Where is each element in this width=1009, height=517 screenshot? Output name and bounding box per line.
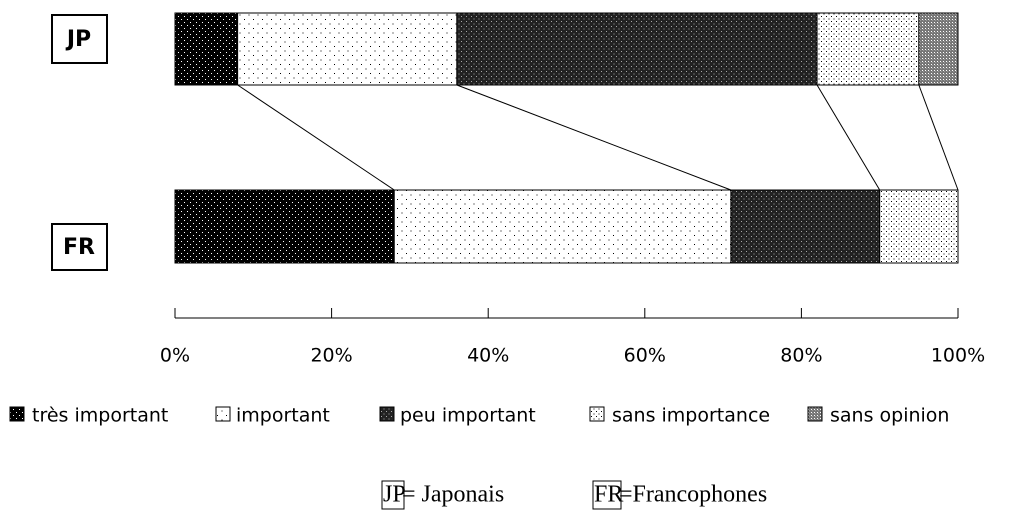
legend-swatch	[215, 406, 231, 422]
footnote-box	[592, 480, 622, 510]
bar-segment	[237, 12, 458, 86]
connector	[237, 84, 395, 191]
bar-segment	[730, 189, 881, 264]
x-tick-label: 0%	[160, 345, 190, 367]
bar-segment	[816, 12, 920, 86]
category-box	[51, 223, 108, 271]
legend-label: sans opinion	[830, 405, 949, 427]
connector	[816, 84, 881, 191]
legend-label: sans importance	[612, 405, 770, 427]
connector	[918, 84, 959, 191]
category-box	[51, 14, 108, 64]
legend-swatch	[807, 406, 823, 422]
x-tick-label: 20%	[310, 345, 352, 367]
footnote-box	[381, 480, 405, 510]
category-label: JP	[65, 27, 91, 52]
x-tick-label: 100%	[931, 345, 985, 367]
bar-segment	[456, 12, 818, 86]
x-tick-label: 40%	[467, 345, 509, 367]
x-tick-label: 60%	[624, 345, 666, 367]
x-tick-label: 80%	[780, 345, 822, 367]
legend-swatch	[379, 406, 395, 422]
legend-swatch	[589, 406, 605, 422]
footnote-code: FR	[594, 482, 623, 508]
footnote-text: = Japonais	[402, 482, 504, 508]
category-label: FR	[63, 235, 95, 260]
bar-segment	[918, 12, 959, 86]
bar-segment	[174, 189, 395, 264]
legend-label: très important	[32, 405, 168, 427]
legend-swatch	[9, 406, 25, 422]
legend-label: peu important	[400, 405, 536, 427]
bar-segment	[393, 189, 732, 264]
footnote-text: =Francophones	[619, 482, 767, 508]
footnote-code: JP	[383, 482, 406, 508]
legend-label: important	[236, 405, 330, 427]
bar-segment	[174, 12, 239, 86]
bar-segment	[879, 189, 959, 264]
connector	[456, 84, 732, 191]
